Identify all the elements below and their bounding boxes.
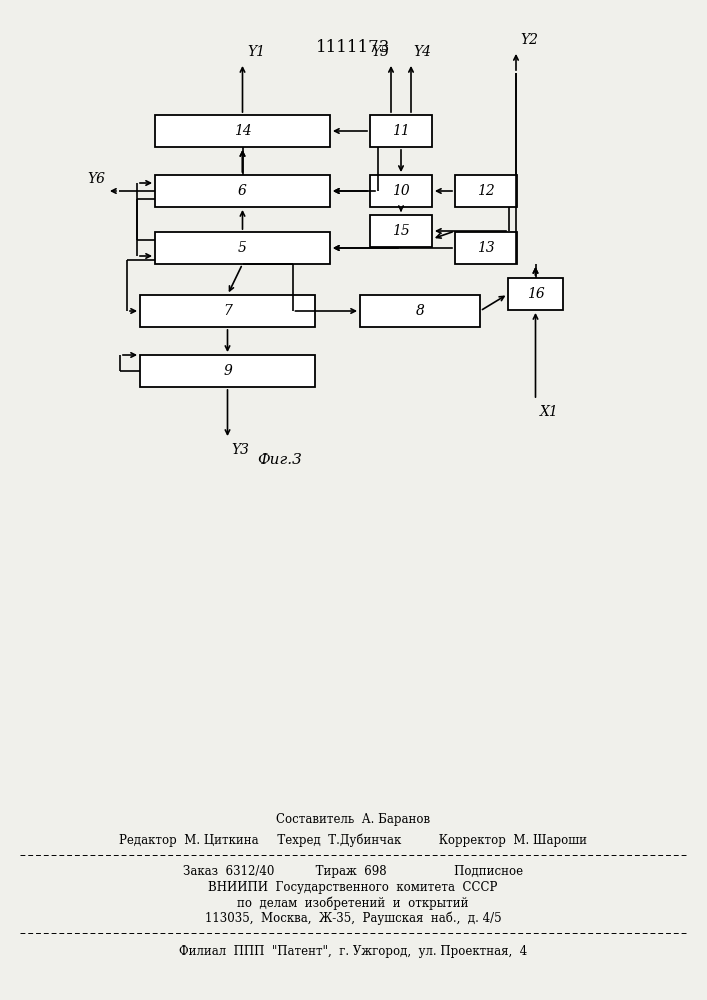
Text: 16: 16: [527, 287, 544, 301]
Bar: [155, 175, 330, 207]
Bar: [155, 115, 330, 147]
Text: 10: 10: [392, 184, 410, 198]
Text: X1: X1: [539, 405, 559, 419]
Text: Филиал  ППП  "Патент",  г. Ужгород,  ул. Проектная,  4: Филиал ППП "Патент", г. Ужгород, ул. Про…: [179, 946, 527, 958]
Text: 9: 9: [223, 364, 232, 378]
Text: Y4: Y4: [413, 45, 431, 59]
Bar: [455, 175, 517, 207]
Bar: [370, 175, 432, 207]
Text: Редактор  М. Циткина     Техред  Т.Дубинчак          Корректор  М. Шароши: Редактор М. Циткина Техред Т.Дубинчак Ко…: [119, 833, 587, 847]
Text: 5: 5: [238, 241, 247, 255]
Text: Y1: Y1: [247, 45, 266, 59]
Text: 6: 6: [238, 184, 247, 198]
Bar: [155, 232, 330, 264]
Text: 113035,  Москва,  Ж-35,  Раушская  наб.,  д. 4/5: 113035, Москва, Ж-35, Раушская наб., д. …: [205, 911, 501, 925]
Text: 1111173: 1111173: [316, 39, 390, 56]
Text: 8: 8: [416, 304, 424, 318]
Text: ВНИИПИ  Государственного  комитета  СССР: ВНИИПИ Государственного комитета СССР: [209, 882, 498, 894]
Bar: [370, 215, 432, 247]
Text: 14: 14: [233, 124, 252, 138]
Bar: [140, 355, 315, 387]
Text: Фиг.3: Фиг.3: [257, 453, 303, 467]
Bar: [370, 115, 432, 147]
Text: 15: 15: [392, 224, 410, 238]
Bar: [360, 295, 480, 327]
Bar: [508, 278, 563, 310]
Text: Y3: Y3: [231, 443, 250, 457]
Text: Составитель  А. Баранов: Составитель А. Баранов: [276, 814, 430, 826]
Text: 12: 12: [477, 184, 495, 198]
Bar: [455, 232, 517, 264]
Text: Y5: Y5: [371, 45, 389, 59]
Text: Y6: Y6: [87, 172, 105, 186]
Text: 11: 11: [392, 124, 410, 138]
Text: Заказ  6312/40           Тираж  698                  Подписное: Заказ 6312/40 Тираж 698 Подписное: [183, 865, 523, 879]
Bar: [140, 295, 315, 327]
Text: по  делам  изобретений  и  открытий: по делам изобретений и открытий: [238, 896, 469, 910]
Text: 7: 7: [223, 304, 232, 318]
Text: 13: 13: [477, 241, 495, 255]
Text: Y2: Y2: [520, 33, 538, 47]
